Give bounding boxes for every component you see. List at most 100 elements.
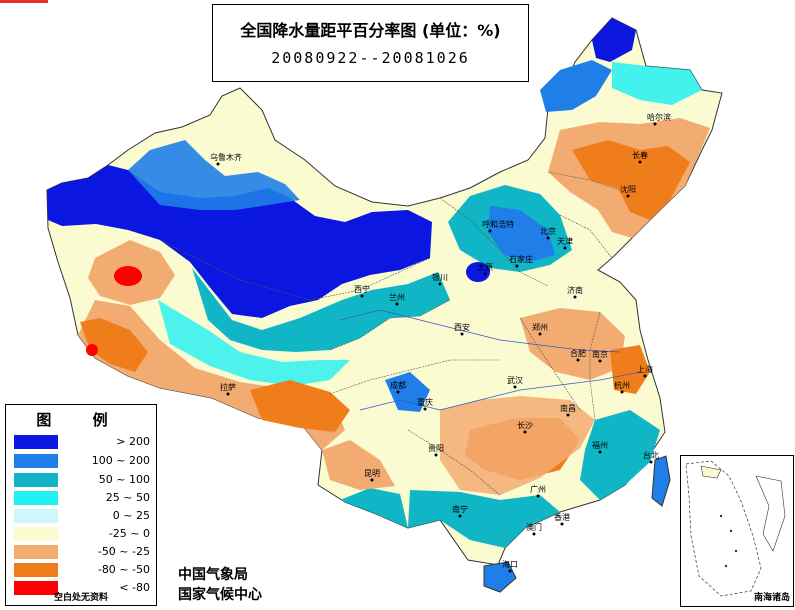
legend-item: 100 ~ 200 (14, 454, 154, 468)
city-label: 银川 (432, 272, 448, 282)
legend-swatch (14, 563, 58, 577)
region-sw-extreme (86, 344, 98, 356)
region-yunnan-dry (322, 440, 395, 490)
city-dot (643, 374, 647, 378)
city-label: 济南 (567, 285, 583, 295)
city-label: 杭州 (614, 380, 630, 390)
legend-label: -25 ~ 0 (108, 527, 150, 540)
legend-item: > 200 (14, 435, 154, 449)
region-northeast-drier (572, 140, 690, 220)
agency-line1: 中国气象局 (178, 567, 248, 583)
region-blue-halo (128, 140, 300, 210)
city-dot (649, 460, 653, 464)
city-dot (536, 494, 540, 498)
legend-label: 100 ~ 200 (91, 454, 150, 467)
city-dot (515, 264, 519, 268)
city-label: 香港 (554, 512, 570, 522)
city-label: 哈尔滨 (647, 112, 671, 122)
city-dot (523, 430, 527, 434)
legend-swatch (14, 581, 58, 595)
city-dot (483, 272, 487, 276)
legend-item: -25 ~ 0 (14, 527, 154, 541)
legend-note: 空白处无资料 (53, 593, 108, 603)
taiwan-island (651, 455, 671, 507)
city-label: 沈阳 (620, 184, 636, 194)
region-sw-drier (250, 380, 350, 432)
city-label: 拉萨 (220, 382, 236, 392)
corner-mark (0, 0, 48, 3)
legend-swatch (14, 509, 58, 523)
city-dot (573, 295, 577, 299)
city-dot (620, 390, 624, 394)
city-label: 乌鲁木齐 (210, 152, 242, 162)
legend-item: < -80 (14, 581, 154, 595)
legend-label: -50 ~ -25 (97, 545, 150, 558)
city-dot (598, 450, 602, 454)
city-dot (370, 478, 374, 482)
region-xinjiang-wet (47, 165, 432, 318)
city-dot (626, 194, 630, 198)
province-boundaries (159, 171, 621, 496)
city-label: 兰州 (389, 292, 405, 302)
city-dot (508, 569, 512, 573)
map-date-range: 20080922--20081026 (271, 49, 470, 67)
city-dot (423, 407, 427, 411)
city-label: 南京 (592, 349, 608, 359)
region-south-dry-halo (440, 396, 595, 495)
city-label: 上海 (637, 364, 653, 374)
inset-label: 南海诸岛 (753, 593, 790, 603)
legend-swatch (14, 545, 58, 559)
legend-item: 0 ~ 25 (14, 509, 154, 523)
city-label: 重庆 (417, 397, 433, 407)
city-label: 郑州 (532, 322, 548, 332)
legend-swatch (14, 473, 58, 487)
city-label: 台北 (643, 450, 659, 460)
city-label: 澳门 (526, 522, 542, 532)
legend-item: 25 ~ 50 (14, 491, 154, 505)
region-north-deep (488, 206, 555, 262)
agency-line2: 国家气候中心 (178, 587, 262, 603)
city-label: 长春 (632, 150, 648, 160)
legend-label: 25 ~ 50 (105, 491, 150, 504)
city-label: 石家庄 (509, 254, 533, 264)
city-dot (460, 332, 464, 336)
city-dot (653, 122, 657, 126)
region-cyan-band (192, 268, 450, 352)
legend-item: -50 ~ -25 (14, 545, 154, 559)
city-label: 合肥 (570, 348, 586, 358)
city-label: 南昌 (560, 403, 576, 413)
city-dot (566, 413, 570, 417)
city-dot (395, 302, 399, 306)
region-northeast-blue (592, 18, 636, 62)
hainan-island (483, 561, 517, 593)
region-southeast-wet (580, 410, 660, 500)
region-central-dry (520, 308, 625, 380)
city-label: 贵阳 (428, 443, 444, 453)
city-dot (560, 522, 564, 526)
region-yunnan-cyan (340, 488, 408, 528)
title-box: 全国降水量距平百分率图 (单位：%) 20080922--20081026 (212, 4, 529, 82)
region-south-coast-wet (408, 490, 560, 548)
south-china-sea-inset: 南海诸岛 (680, 455, 794, 607)
city-dot (434, 453, 438, 457)
region-west-extreme (114, 266, 142, 286)
city-label: 太原 (477, 262, 493, 272)
city-dot (538, 332, 542, 336)
legend-swatch (14, 527, 58, 541)
city-label: 西宁 (354, 284, 370, 294)
inset-map (685, 460, 786, 597)
region-northeast-wet (540, 60, 612, 112)
city-label: 福州 (592, 441, 608, 450)
rivers (339, 309, 641, 411)
city-dot (488, 229, 492, 233)
region-east-drier (610, 345, 650, 394)
map-title: 全国降水量距平百分率图 (单位：%) (240, 21, 501, 40)
city-dot (638, 160, 642, 164)
legend-title: 图 例 (36, 411, 126, 429)
city-dot (360, 294, 364, 298)
legend-label: 50 ~ 100 (98, 473, 150, 486)
legend-label: < -80 (119, 581, 150, 594)
city-dot (598, 359, 602, 363)
